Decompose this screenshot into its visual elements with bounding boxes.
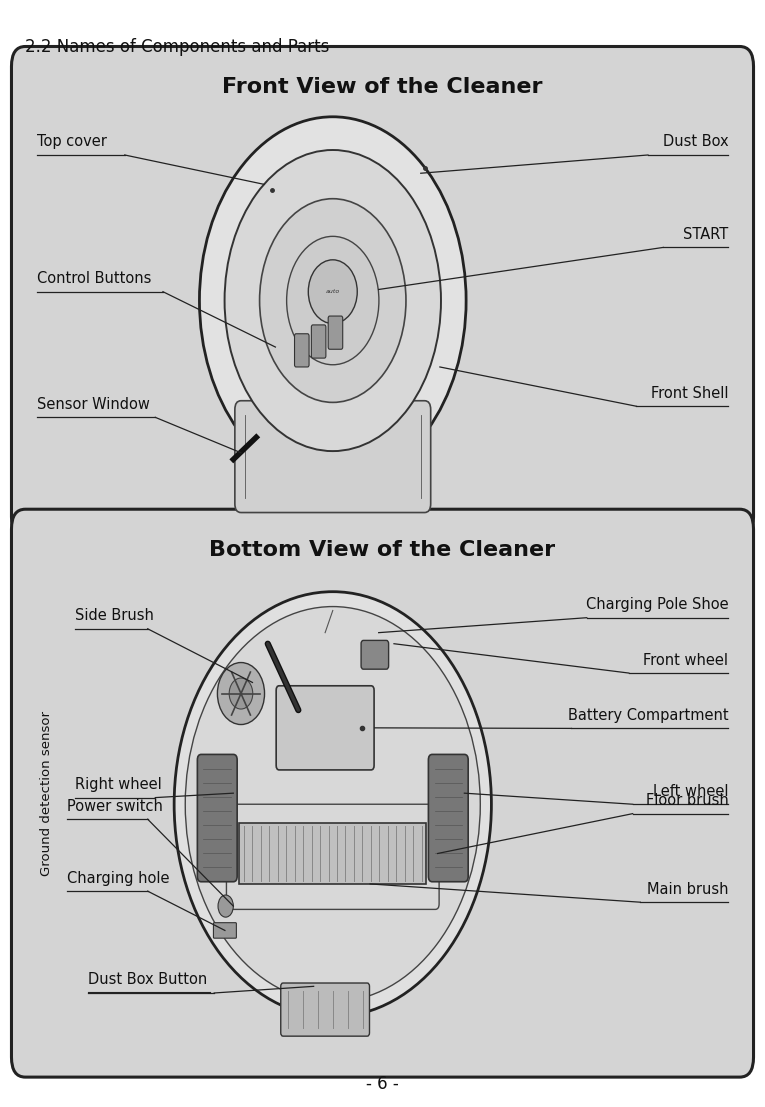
Text: Sensor Window: Sensor Window bbox=[37, 396, 150, 412]
Text: Charging Pole Shoe: Charging Pole Shoe bbox=[586, 597, 728, 612]
Text: auto: auto bbox=[326, 289, 340, 294]
Ellipse shape bbox=[259, 199, 406, 403]
Text: Floor brush: Floor brush bbox=[646, 793, 728, 808]
FancyBboxPatch shape bbox=[11, 46, 754, 537]
Text: Bottom View of the Cleaner: Bottom View of the Cleaner bbox=[210, 540, 555, 560]
Text: Front Shell: Front Shell bbox=[651, 385, 728, 401]
FancyBboxPatch shape bbox=[213, 922, 236, 938]
Ellipse shape bbox=[287, 237, 379, 365]
Ellipse shape bbox=[230, 677, 252, 708]
FancyBboxPatch shape bbox=[197, 755, 237, 881]
FancyBboxPatch shape bbox=[235, 401, 431, 513]
Text: Ground detection sensor: Ground detection sensor bbox=[41, 711, 53, 876]
Ellipse shape bbox=[217, 662, 265, 724]
FancyBboxPatch shape bbox=[281, 983, 369, 1036]
Text: Right wheel: Right wheel bbox=[75, 777, 161, 793]
Text: Charging hole: Charging hole bbox=[67, 870, 170, 886]
FancyBboxPatch shape bbox=[276, 685, 374, 770]
Text: Side Brush: Side Brush bbox=[75, 608, 154, 623]
Text: Front View of the Cleaner: Front View of the Cleaner bbox=[223, 77, 542, 97]
FancyBboxPatch shape bbox=[361, 640, 389, 669]
FancyBboxPatch shape bbox=[11, 509, 754, 1077]
Ellipse shape bbox=[200, 117, 466, 485]
Text: Front wheel: Front wheel bbox=[643, 652, 728, 668]
Text: Dust Box Button: Dust Box Button bbox=[88, 972, 207, 987]
Text: - 6 -: - 6 - bbox=[366, 1075, 399, 1093]
FancyBboxPatch shape bbox=[295, 334, 309, 368]
Text: Battery Compartment: Battery Compartment bbox=[568, 707, 728, 723]
Ellipse shape bbox=[225, 151, 441, 452]
Text: Power switch: Power switch bbox=[67, 798, 163, 814]
Text: Left wheel: Left wheel bbox=[653, 784, 728, 799]
Ellipse shape bbox=[308, 260, 357, 323]
Text: Control Buttons: Control Buttons bbox=[37, 271, 151, 287]
Ellipse shape bbox=[174, 591, 491, 1016]
FancyBboxPatch shape bbox=[428, 755, 468, 881]
Text: 2.2 Names of Components and Parts: 2.2 Names of Components and Parts bbox=[25, 38, 330, 55]
Text: Dust Box: Dust Box bbox=[662, 134, 728, 149]
Text: Main brush: Main brush bbox=[646, 881, 728, 897]
Text: START: START bbox=[683, 227, 728, 242]
Ellipse shape bbox=[185, 607, 480, 1002]
Text: Top cover: Top cover bbox=[37, 134, 106, 149]
FancyBboxPatch shape bbox=[328, 317, 343, 350]
Circle shape bbox=[218, 894, 233, 917]
FancyBboxPatch shape bbox=[239, 824, 426, 883]
FancyBboxPatch shape bbox=[311, 325, 326, 359]
